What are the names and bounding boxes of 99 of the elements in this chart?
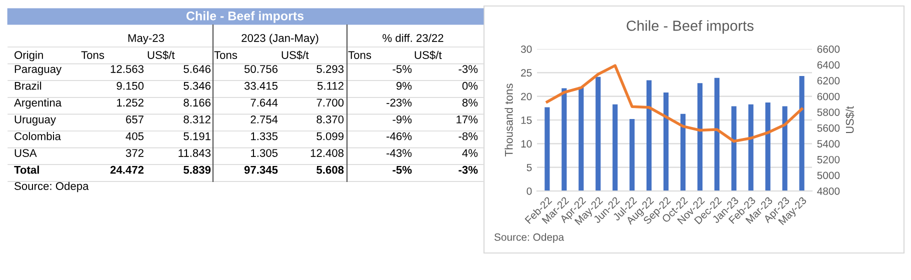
text: 97.345 bbox=[244, 166, 278, 174]
bar bbox=[562, 88, 567, 191]
text: Origin bbox=[14, 50, 43, 62]
y2-tick-label: 6600 bbox=[817, 46, 840, 53]
text: 4% bbox=[462, 149, 478, 157]
text: 17% bbox=[456, 116, 478, 124]
text: May-23 bbox=[128, 34, 164, 44]
bar bbox=[697, 83, 703, 191]
text: -5% bbox=[392, 65, 412, 73]
bar bbox=[578, 86, 584, 191]
y-tick-label: 5 bbox=[526, 164, 532, 172]
bar bbox=[765, 102, 770, 191]
text: 372 bbox=[126, 149, 144, 157]
text: 5.839 bbox=[184, 166, 211, 174]
y-tick-label: 30 bbox=[520, 46, 532, 53]
bar bbox=[731, 106, 736, 191]
bar bbox=[544, 107, 550, 191]
text: 5.191 bbox=[184, 132, 210, 140]
y-tick-label: 25 bbox=[521, 69, 532, 77]
y-tick-label: 20 bbox=[521, 92, 532, 100]
category-label: Uruguay bbox=[14, 116, 56, 126]
text: 405 bbox=[126, 132, 144, 140]
y2-tick-label: 5400 bbox=[817, 140, 840, 148]
line-series bbox=[546, 64, 804, 143]
text: % diff. 23/22 bbox=[382, 34, 444, 42]
text: 8% bbox=[462, 98, 478, 107]
text: 8.166 bbox=[184, 98, 211, 107]
text: 1.305 bbox=[251, 149, 278, 157]
text: 5.346 bbox=[184, 82, 211, 90]
y2-tick-label: 4800 bbox=[817, 188, 840, 195]
text: 1.252 bbox=[117, 98, 144, 107]
bar bbox=[748, 104, 754, 191]
bar bbox=[680, 114, 686, 191]
text: 12.408 bbox=[310, 149, 344, 157]
text: 657 bbox=[126, 116, 144, 124]
category-label: US$/t bbox=[414, 50, 442, 60]
category-label: US$/t bbox=[282, 50, 309, 60]
y2-tick-label: 6000 bbox=[817, 92, 840, 100]
text: 8.370 bbox=[316, 116, 344, 124]
source-note: Source: Odepa bbox=[14, 182, 89, 192]
y-tick-label: 0 bbox=[526, 188, 532, 195]
category-label: US$/t bbox=[148, 50, 175, 60]
bar bbox=[612, 104, 618, 191]
bar bbox=[799, 76, 804, 191]
category-label: Argentina bbox=[14, 98, 62, 109]
bar bbox=[782, 106, 788, 191]
text: -8% bbox=[458, 132, 478, 140]
category-label: Brazil bbox=[14, 82, 42, 90]
text: 5.293 bbox=[316, 65, 344, 73]
text: -3% bbox=[458, 166, 478, 174]
y2-tick-label: 5800 bbox=[817, 108, 840, 116]
y2-tick-label: 6200 bbox=[817, 77, 840, 84]
category-label: Tons bbox=[214, 51, 238, 59]
text: 9.150 bbox=[116, 82, 144, 90]
text: -3% bbox=[458, 65, 478, 73]
text: 8.312 bbox=[184, 116, 210, 124]
y2-tick-label: 6400 bbox=[817, 61, 840, 69]
text: 0% bbox=[462, 82, 478, 90]
category-label: Total bbox=[14, 166, 39, 174]
text: 24.472 bbox=[110, 166, 144, 174]
text: Chile - Beef imports bbox=[186, 11, 304, 23]
category-label: Colombia bbox=[14, 132, 61, 140]
text: 7.644 bbox=[250, 98, 278, 107]
text: -5% bbox=[392, 166, 412, 174]
text: 5.646 bbox=[184, 65, 211, 73]
text: -9% bbox=[392, 116, 412, 124]
source-note: Source: Odepa bbox=[494, 233, 564, 243]
text: -46% bbox=[386, 132, 412, 140]
bar bbox=[630, 119, 635, 191]
y2-tick-label: 5600 bbox=[817, 124, 840, 132]
bar bbox=[646, 80, 652, 191]
text: 11.843 bbox=[178, 149, 211, 157]
text: 2.754 bbox=[250, 116, 278, 124]
y2-tick-label: 5000 bbox=[817, 172, 840, 180]
chart-title: Chile - Beef imports bbox=[626, 20, 754, 34]
bar bbox=[663, 92, 669, 191]
text: -43% bbox=[386, 149, 412, 157]
y-tick-label: 15 bbox=[521, 116, 532, 124]
bar bbox=[714, 78, 720, 191]
category-label: Paraguay bbox=[14, 65, 62, 76]
category-label: Tons bbox=[81, 51, 104, 59]
category-label: USA bbox=[14, 149, 37, 157]
y2-axis-title: US$/t bbox=[845, 106, 854, 134]
y-axis-title: Thousand tons bbox=[504, 84, 513, 156]
text: 33.415 bbox=[244, 82, 278, 90]
text: 9% bbox=[396, 82, 412, 90]
text: 1.335 bbox=[251, 132, 278, 140]
text: 5.099 bbox=[316, 132, 344, 140]
text: 7.700 bbox=[316, 98, 344, 107]
y2-tick-label: 5200 bbox=[817, 156, 840, 164]
text: 5.112 bbox=[317, 82, 344, 90]
text: 50.756 bbox=[244, 65, 278, 73]
text: 2023 (Jan-May) bbox=[242, 34, 318, 44]
category-label: Tons bbox=[348, 51, 372, 59]
text: -23% bbox=[386, 98, 412, 107]
text: 5.608 bbox=[316, 166, 344, 174]
y-tick-label: 10 bbox=[521, 140, 532, 148]
bar bbox=[596, 76, 601, 191]
text: 12.563 bbox=[110, 65, 144, 73]
